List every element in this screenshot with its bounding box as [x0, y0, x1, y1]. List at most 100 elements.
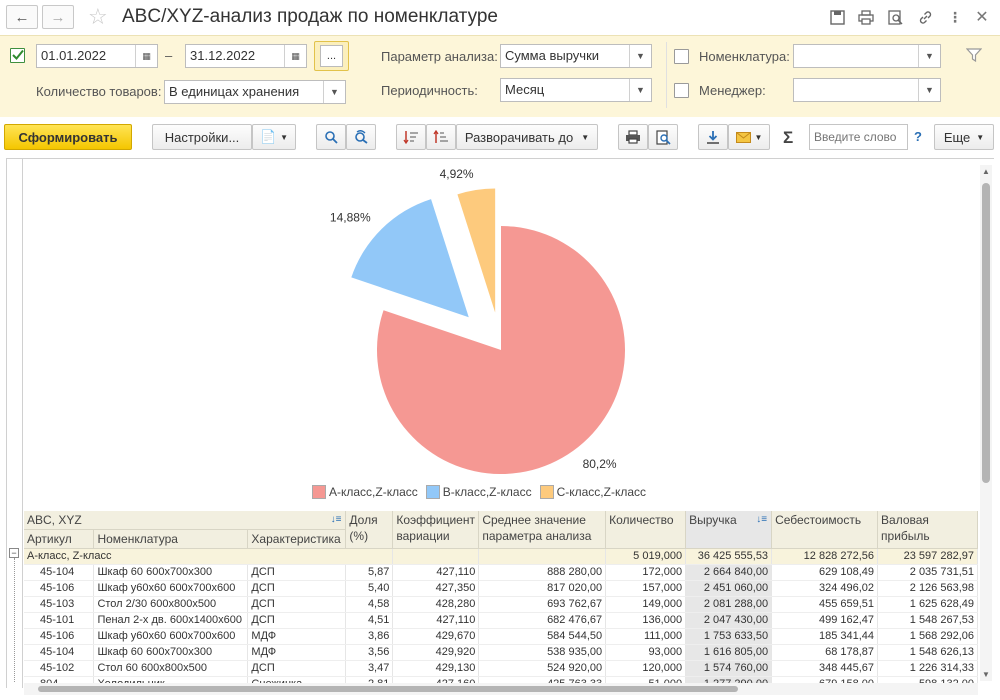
variants-menu-button[interactable]: 📄 ▼ [252, 124, 296, 150]
more-vertical-icon[interactable]: ⋮ [948, 8, 962, 25]
cell [392, 548, 480, 565]
cell-coef: 428,280 [392, 596, 480, 613]
cell-cost: 629 108,49 [771, 564, 879, 581]
cell-share: 4,51 [345, 612, 394, 629]
periodicity-select[interactable]: Месяц ▼ [500, 78, 652, 102]
characteristic-header[interactable]: Характеристика [247, 529, 347, 549]
find-button[interactable] [316, 124, 346, 150]
pie-chart: 80,2% 14,88% 4,92% [330, 167, 625, 474]
sort-asc-button[interactable] [426, 124, 456, 150]
param-select[interactable]: Сумма выручки ▼ [500, 44, 652, 68]
save-icon[interactable] [828, 8, 846, 26]
cell-revenue: 2 081 288,00 [685, 596, 773, 613]
generate-button[interactable]: Сформировать [4, 124, 132, 150]
coef-header[interactable]: Коэффициент вариации [392, 511, 480, 549]
period-picker-button[interactable]: ... [314, 41, 349, 71]
article-header[interactable]: Артикул [24, 529, 95, 549]
table-row[interactable]: 45-102 Стол 60 600х800х500 ДСП 3,47 429,130 5… [24, 660, 978, 677]
cell-avg: 693 762,67 [478, 596, 607, 613]
calendar-icon[interactable]: ▦ [284, 45, 306, 67]
chevron-down-icon[interactable]: ▼ [629, 45, 651, 67]
print-icon[interactable] [857, 8, 875, 26]
horizontal-scrollbar[interactable] [24, 683, 978, 695]
send-email-button[interactable]: ▼ [728, 124, 770, 150]
report-variants-icon: 📄 [259, 129, 277, 144]
group-row[interactable]: А-класс, Z-класс 5 019,000 36 425 555,53… [24, 548, 978, 565]
group-column-header[interactable]: ABC, XYZ ↓≡ [24, 511, 347, 530]
table-row[interactable]: 45-106 Шкаф у60х60 600х700х600 ДСП 5,40 427,… [24, 580, 978, 597]
table-row[interactable]: 45-104 Шкаф 60 600х700х300 МДФ 3,56 429,920 5… [24, 644, 978, 661]
table-row[interactable]: 45-101 Пенал 2-х дв. 600х1400х600 ДСП 4,51 4… [24, 612, 978, 629]
preview-button[interactable] [648, 124, 678, 150]
cost-header[interactable]: Себестоимость [771, 511, 879, 549]
find-next-button[interactable] [346, 124, 376, 150]
period-checkbox[interactable] [10, 48, 25, 63]
vertical-scroll-thumb[interactable] [982, 183, 990, 483]
expand-to-label: Разворачивать до [464, 129, 574, 145]
date-from-field[interactable]: 01.01.2022 ▦ [36, 44, 158, 68]
qty-header[interactable]: Количество [605, 511, 687, 549]
nomenclature-checkbox[interactable] [674, 49, 689, 64]
sum-icon[interactable]: Σ [783, 128, 794, 147]
print-button[interactable] [618, 124, 648, 150]
horizontal-scroll-thumb[interactable] [38, 686, 738, 692]
vertical-scrollbar[interactable]: ▲ ▼ [980, 165, 992, 681]
period-picker-label: ... [319, 45, 344, 67]
cell-name: Шкаф 60 600х700х300 [93, 644, 249, 661]
table-row[interactable]: 804ХолодильникСнежинка2,81427,160425 763… [24, 676, 978, 683]
cell-name: Пенал 2-х дв. 600х1400х600 [93, 612, 249, 629]
revenue-header[interactable]: Выручка ↓≡ [685, 511, 773, 549]
scroll-down-icon[interactable]: ▼ [982, 670, 990, 679]
legend-swatch [425, 485, 440, 499]
cell-article: 45-104 [24, 564, 95, 581]
sort-desc-button[interactable] [396, 124, 426, 150]
date-to-field[interactable]: 31.12.2022 ▦ [185, 44, 307, 68]
search-next-icon [355, 130, 368, 144]
cell-cost: 68 178,87 [771, 644, 879, 661]
table-row[interactable]: 45-104 Шкаф 60 600х700х300 ДСП 5,87 427,110 8… [24, 564, 978, 581]
search-icon [325, 131, 338, 144]
nomenclature-header[interactable]: Номенклатура [93, 529, 249, 549]
chevron-down-icon[interactable]: ▼ [629, 79, 651, 101]
filter-funnel-icon[interactable] [965, 48, 983, 65]
calendar-icon[interactable]: ▦ [135, 45, 157, 67]
manager-checkbox[interactable] [674, 83, 689, 98]
date-separator: – [165, 48, 173, 63]
table-row[interactable]: 45-103 Стол 2/30 600х800х500 ДСП 4,58 428,28… [24, 596, 978, 613]
cell-avg: 425 763,33 [478, 676, 607, 683]
share-header[interactable]: Доля (%) [345, 511, 394, 549]
avg-header[interactable]: Среднее значение параметра анализа [478, 511, 607, 549]
profit-header[interactable]: Валовая прибыль [877, 511, 978, 549]
close-icon[interactable]: ✕ [975, 9, 989, 26]
save-to-file-button[interactable] [698, 124, 728, 150]
more-button[interactable]: Еще ▼ [934, 124, 994, 150]
chevron-down-icon[interactable]: ▼ [918, 79, 940, 101]
favorite-star-icon[interactable]: ☆ [88, 4, 108, 29]
pie-slice [351, 199, 469, 318]
search-input[interactable] [809, 124, 908, 150]
manager-select[interactable]: ▼ [793, 78, 941, 102]
cell-char: ДСП [247, 564, 347, 581]
cell-share: 3,56 [345, 644, 394, 661]
table-row[interactable]: 45-106 Шкаф у60х60 600х700х600 МДФ 3,86 429,… [24, 628, 978, 645]
expand-to-button[interactable]: Разворачивать до ▼ [456, 124, 598, 150]
param-value: Сумма выручки [505, 48, 600, 63]
chevron-down-icon[interactable]: ▼ [918, 45, 940, 67]
collapse-group-icon[interactable]: − [9, 548, 19, 558]
link-icon[interactable] [916, 8, 934, 26]
group-header-label: ABC, XYZ [27, 513, 82, 527]
chevron-down-icon[interactable]: ▼ [323, 81, 345, 103]
cell-avg: 888 280,00 [478, 564, 607, 581]
group-profit: 23 597 282,97 [877, 548, 978, 565]
back-button[interactable]: ← [6, 5, 38, 29]
help-button[interactable]: ? [914, 129, 922, 144]
more-label: Еще [943, 129, 971, 145]
chart-legend: А-класс,Z-класс В-класс,Z-класс С-класс,Z-… [312, 485, 646, 499]
scroll-up-icon[interactable]: ▲ [982, 167, 990, 176]
nomenclature-select[interactable]: ▼ [793, 44, 941, 68]
forward-button[interactable]: → [42, 5, 74, 29]
preview-search-icon[interactable] [886, 8, 904, 26]
cell-avg: 524 920,00 [478, 660, 607, 677]
quantity-select[interactable]: В единицах хранения ▼ [164, 80, 346, 104]
settings-button[interactable]: Настройки... [152, 124, 252, 150]
